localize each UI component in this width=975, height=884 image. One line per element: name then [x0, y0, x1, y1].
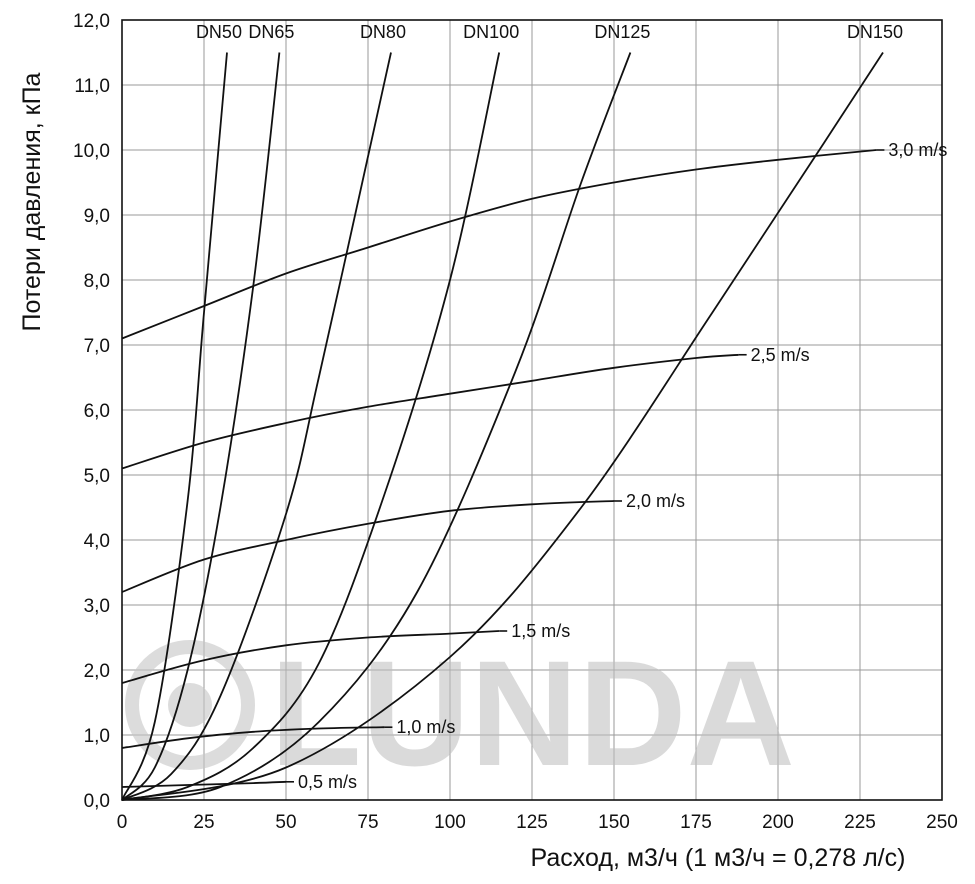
curve-2-0-m-s	[121, 500, 615, 593]
curve-label-1-5-m-s: 1,5 m/s	[511, 621, 570, 641]
y-tick-label: 12,0	[73, 11, 110, 32]
curve-1-0-m-s	[121, 726, 385, 749]
axes: 0 25 50 75 100 125 150 175 200 225 250 0,0 1,0 2,0 3,0…	[73, 11, 958, 833]
curve-label-2-5-m-s: 2,5 m/s	[751, 345, 810, 365]
x-tick-label: 25	[193, 812, 214, 833]
x-tick-label: 75	[357, 812, 378, 833]
curve-dn150	[121, 52, 884, 801]
watermark: LUNDA	[125, 629, 795, 797]
curve-dn65	[121, 52, 281, 801]
y-tick-label: 8,0	[84, 271, 110, 292]
y-tick-label: 6,0	[84, 401, 110, 422]
curve-label-dn125: DN125	[594, 22, 650, 42]
curve-dn50	[121, 52, 228, 801]
y-tick-label: 2,0	[84, 661, 110, 682]
curve-label-1-0-m-s: 1,0 m/s	[396, 717, 455, 737]
x-tick-label: 125	[516, 812, 548, 833]
curves	[121, 52, 884, 801]
curve-label-0-5-m-s: 0,5 m/s	[298, 772, 357, 792]
y-tick-label: 0,0	[84, 791, 110, 812]
plot-frame	[121, 19, 943, 801]
y-tick-label: 10,0	[73, 141, 110, 162]
curve-label-dn50: DN50	[196, 22, 242, 42]
curve-labels: DN50 DN65 DN80 DN100 DN125 DN150 3,0 m/s 2,5 m/…	[196, 22, 947, 792]
x-tick-label: 175	[680, 812, 712, 833]
watermark-logo-ring	[125, 640, 255, 770]
y-tick-label: 4,0	[84, 531, 110, 552]
y-tick-label: 9,0	[84, 206, 110, 227]
y-tick-label: 11,0	[74, 76, 110, 97]
curve-label-dn100: DN100	[463, 22, 519, 42]
watermark-text: LUNDA	[270, 629, 795, 797]
curve-label-dn150: DN150	[847, 22, 903, 42]
curve-label-dn80: DN80	[360, 22, 406, 42]
curve-1-5-m-s	[121, 630, 500, 684]
watermark-logo-core	[168, 683, 212, 727]
curve-label-2-0-m-s: 2,0 m/s	[626, 491, 685, 511]
curve-0-5-m-s	[121, 780, 287, 788]
y-tick-label: 7,0	[84, 336, 110, 357]
x-tick-label: 150	[598, 812, 630, 833]
y-tick-label: 3,0	[84, 596, 110, 617]
curve-3-0-m-s	[121, 149, 877, 340]
curve-dn80	[121, 52, 392, 801]
x-tick-label: 50	[275, 812, 296, 833]
y-tick-label: 1,0	[84, 726, 110, 747]
x-axis-title: Расход, м3/ч (1 м3/ч = 0,278 л/с)	[531, 844, 906, 872]
curve-label-3-0-m-s: 3,0 m/s	[888, 140, 947, 160]
curve-label-dn65: DN65	[248, 22, 294, 42]
y-axis-title: Потери давления, кПа	[18, 72, 46, 331]
curve-dn100	[121, 52, 501, 801]
curve-2-5-m-s	[121, 353, 739, 470]
x-tick-label: 225	[844, 812, 876, 833]
x-tick-label: 200	[762, 812, 794, 833]
x-tick-label: 100	[434, 812, 466, 833]
y-tick-label: 5,0	[84, 466, 110, 487]
x-tick-label: 0	[117, 812, 128, 833]
x-tick-label: 250	[926, 812, 958, 833]
